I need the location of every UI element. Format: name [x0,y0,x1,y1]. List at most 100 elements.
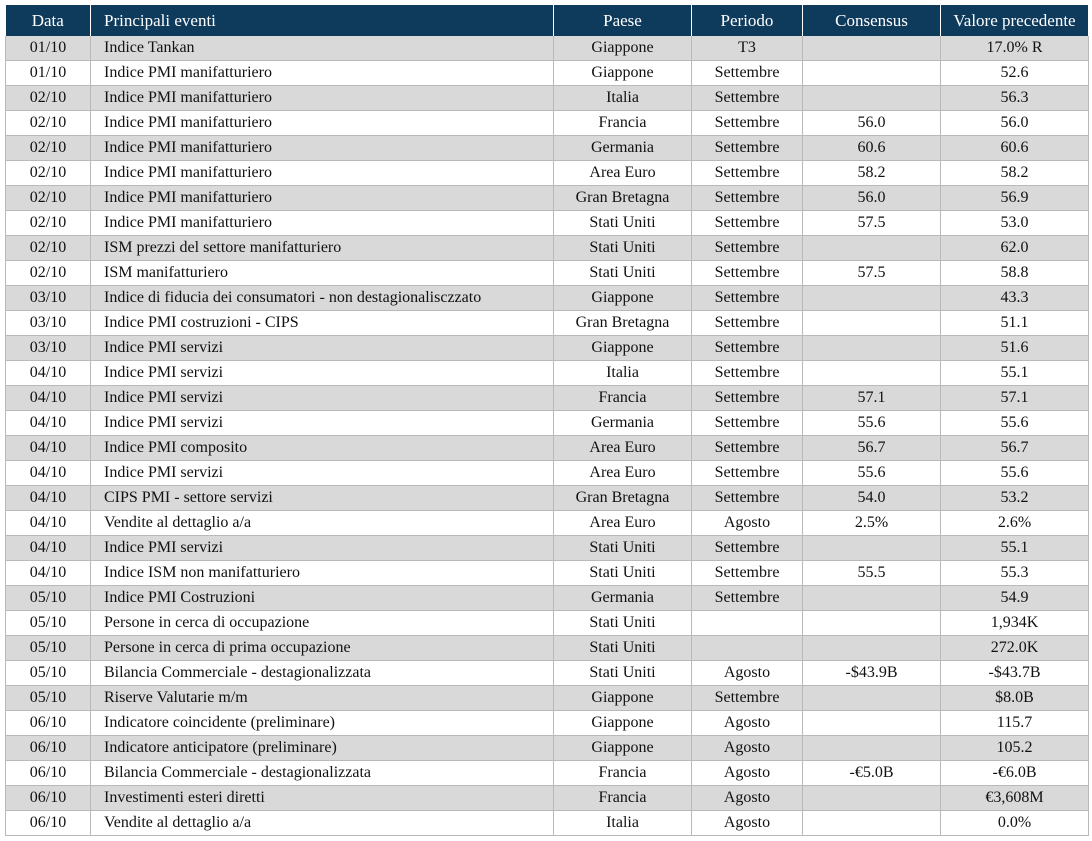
table-cell: 60.6 [940,135,1089,161]
table-cell: 53.0 [940,210,1089,236]
table-cell: Stati Uniti [553,535,692,561]
table-cell: Indice PMI servizi [90,385,554,411]
table-cell: Francia [553,760,692,786]
table-cell: Settembre [691,110,803,136]
table-row: 02/10 Indice PMI manifatturiero Germania Se… [5,135,1089,161]
table-cell: 05/10 [5,660,91,686]
table-row: 05/10 Persone in cerca di prima occupazio… [5,635,1089,661]
table-cell: 02/10 [5,260,91,286]
table-cell: 04/10 [5,410,91,436]
table-cell: Settembre [691,585,803,611]
column-header: Principali eventi [90,5,554,36]
table-cell [802,310,941,336]
table-cell: 56.7 [802,435,941,461]
table-cell: Indice PMI servizi [90,460,554,486]
table-cell: 56.0 [802,185,941,211]
table-cell: Settembre [691,335,803,361]
table-cell: 43.3 [940,285,1089,311]
table-cell [802,710,941,736]
table-cell: 53.2 [940,485,1089,511]
table-row: 05/10 Persone in cerca di occupazione Stat… [5,610,1089,636]
table-cell: Riserve Valutarie m/m [90,685,554,711]
table-cell: Indice PMI manifatturiero [90,210,554,236]
table-cell: Area Euro [553,435,692,461]
column-header: Data [5,5,91,36]
table-cell [802,285,941,311]
table-cell: Settembre [691,160,803,186]
table-cell: 06/10 [5,735,91,761]
table-cell: $8.0B [940,685,1089,711]
table-cell: Vendite al dettaglio a/a [90,810,554,836]
table-row: 04/10 Indice PMI servizi Italia Settembre 55… [5,360,1089,386]
table-cell: 55.6 [802,460,941,486]
table-cell: Francia [553,785,692,811]
table-cell: Francia [553,385,692,411]
table-cell: 1,934K [940,610,1089,636]
table-cell: 55.6 [940,410,1089,436]
table-row: 02/10 ISM prezzi del settore manifatturie… [5,235,1089,261]
table-cell: Indice Tankan [90,36,554,61]
table-cell: 54.9 [940,585,1089,611]
table-cell: 06/10 [5,710,91,736]
table-cell: Stati Uniti [553,210,692,236]
table-cell: 05/10 [5,610,91,636]
table-row: 03/10 Indice PMI costruzioni - CIPS Gran B… [5,310,1089,336]
table-cell: 04/10 [5,560,91,586]
table-cell: Indice PMI manifatturiero [90,110,554,136]
table-cell: 57.1 [802,385,941,411]
table-cell [802,685,941,711]
column-header: Periodo [691,5,803,36]
table-cell: 57.1 [940,385,1089,411]
table-cell: 60.6 [802,135,941,161]
table-cell: 05/10 [5,635,91,661]
table-cell: Giappone [553,285,692,311]
table-cell: Italia [553,85,692,111]
table-cell: Indice PMI manifatturiero [90,135,554,161]
table-cell: Settembre [691,560,803,586]
table-cell: 2.6% [940,510,1089,536]
column-header: Paese [553,5,692,36]
table-cell: Indice ISM non manifatturiero [90,560,554,586]
table-row: 02/10 Indice PMI manifatturiero Stati Unit… [5,210,1089,236]
table-cell: Indice PMI composito [90,435,554,461]
table-cell: -€6.0B [940,760,1089,786]
table-row: 04/10 CIPS PMI - settore servizi Gran Bret… [5,485,1089,511]
table-cell: Settembre [691,360,803,386]
events-table: Data Principali eventi Paese Periodo Consens… [5,5,1089,836]
table-cell: ISM manifatturiero [90,260,554,286]
table-cell: 02/10 [5,185,91,211]
table-cell: 272.0K [940,635,1089,661]
table-cell: Settembre [691,410,803,436]
table-cell: Agosto [691,710,803,736]
table-cell: 04/10 [5,460,91,486]
table-cell: -$43.7B [940,660,1089,686]
table-cell: 58.2 [802,160,941,186]
table-cell: 05/10 [5,685,91,711]
table-cell: Settembre [691,460,803,486]
table-cell: Stati Uniti [553,560,692,586]
table-cell: 52.6 [940,60,1089,86]
table-cell: 55.1 [940,535,1089,561]
table-row: 04/10 Vendite al dettaglio a/a Area Euro Ag… [5,510,1089,536]
table-cell [691,635,803,661]
table-row: 02/10 Indice PMI manifatturiero Italia Sett… [5,85,1089,111]
table-cell: 03/10 [5,310,91,336]
table-row: 04/10 Indice PMI servizi Francia Settembre 5… [5,385,1089,411]
table-cell [802,635,941,661]
column-header: Consensus [802,5,941,36]
table-cell: Bilancia Commerciale - destagionalizzata [90,660,554,686]
table-row: 06/10 Investimenti esteri diretti Francia A… [5,785,1089,811]
table-cell: 0.0% [940,810,1089,836]
table-row: 04/10 Indice PMI composito Area Euro Settem… [5,435,1089,461]
table-cell: Vendite al dettaglio a/a [90,510,554,536]
table-row: 02/10 ISM manifatturiero Stati Uniti Settem… [5,260,1089,286]
table-cell: 58.2 [940,160,1089,186]
table-cell: Settembre [691,310,803,336]
table-cell [802,785,941,811]
table-body: 01/10 Indice Tankan Giappone T3 17.0% R 01/10… [5,36,1089,836]
table-cell: 115.7 [940,710,1089,736]
table-row: 01/10 Indice PMI manifatturiero Giappone Se… [5,60,1089,86]
table-cell: Stati Uniti [553,660,692,686]
table-cell: Stati Uniti [553,610,692,636]
